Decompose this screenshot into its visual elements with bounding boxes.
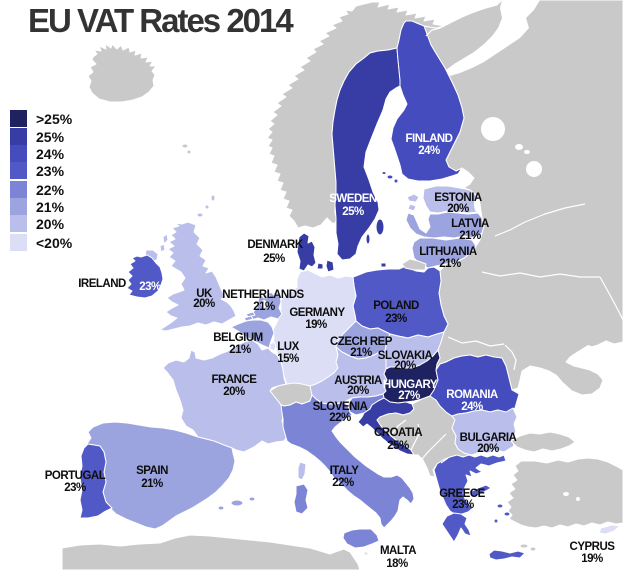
svg-text:SLOVAKIA: SLOVAKIA <box>378 350 433 362</box>
svg-text:20%: 20% <box>447 203 469 215</box>
svg-text:ESTONIA: ESTONIA <box>434 192 482 204</box>
svg-text:22%: 22% <box>36 182 65 198</box>
svg-text:SLOVENIA: SLOVENIA <box>313 401 368 413</box>
svg-text:25%: 25% <box>387 440 409 452</box>
svg-text:CROATIA: CROATIA <box>374 427 422 439</box>
svg-text:21%: 21% <box>229 344 251 356</box>
svg-text:BULGARIA: BULGARIA <box>460 432 517 444</box>
svg-text:22%: 22% <box>332 477 354 489</box>
svg-text:GERMANY: GERMANY <box>289 307 345 319</box>
svg-text:UK: UK <box>196 288 213 300</box>
svg-text:21%: 21% <box>36 199 65 215</box>
svg-text:25%: 25% <box>263 253 285 265</box>
svg-text:NETHERLANDS: NETHERLANDS <box>222 289 304 301</box>
svg-text:20%: 20% <box>193 298 215 310</box>
svg-text:LITHUANIA: LITHUANIA <box>419 246 477 258</box>
svg-text:15%: 15% <box>277 353 299 365</box>
svg-text:CYPRUS: CYPRUS <box>570 541 616 553</box>
svg-text:>25%: >25% <box>36 111 73 127</box>
svg-text:FRANCE: FRANCE <box>212 374 258 386</box>
svg-text:21%: 21% <box>459 230 481 242</box>
svg-text:23%: 23% <box>385 313 407 325</box>
svg-text:POLAND: POLAND <box>373 300 419 312</box>
svg-text:SWEDEN: SWEDEN <box>329 193 377 205</box>
svg-text:CZECH REP: CZECH REP <box>330 336 393 348</box>
svg-text:25%: 25% <box>342 206 364 218</box>
svg-text:27%: 27% <box>398 390 420 402</box>
svg-text:ITALY: ITALY <box>330 465 360 477</box>
svg-text:MALTA: MALTA <box>380 545 416 557</box>
svg-text:BELGIUM: BELGIUM <box>213 332 263 344</box>
svg-text:18%: 18% <box>386 558 408 570</box>
svg-text:21%: 21% <box>439 258 461 270</box>
svg-text:23%: 23% <box>64 482 86 494</box>
svg-text:20%: 20% <box>347 385 369 397</box>
svg-text:20%: 20% <box>223 386 245 398</box>
svg-text:21%: 21% <box>253 301 275 313</box>
svg-text:AUSTRIA: AUSTRIA <box>334 375 382 387</box>
svg-text:LUX: LUX <box>277 341 299 353</box>
svg-text:SPAIN: SPAIN <box>136 465 168 477</box>
svg-text:IRELAND: IRELAND <box>78 278 126 290</box>
svg-text:<20%: <20% <box>36 235 73 251</box>
svg-text:HUNGARY: HUNGARY <box>383 379 438 391</box>
svg-text:DENMARK: DENMARK <box>247 239 303 251</box>
svg-text:24%: 24% <box>461 401 483 413</box>
svg-text:19%: 19% <box>305 319 327 331</box>
svg-text:22%: 22% <box>329 412 351 424</box>
svg-text:EU VAT Rates 2014: EU VAT Rates 2014 <box>28 2 294 39</box>
svg-text:19%: 19% <box>581 553 603 565</box>
svg-text:24%: 24% <box>36 146 65 162</box>
svg-text:20%: 20% <box>36 216 65 232</box>
svg-text:23%: 23% <box>139 281 161 293</box>
svg-text:21%: 21% <box>350 347 372 359</box>
svg-text:24%: 24% <box>418 145 440 157</box>
svg-text:23%: 23% <box>452 499 474 511</box>
svg-text:21%: 21% <box>141 478 163 490</box>
svg-text:20%: 20% <box>477 443 499 455</box>
svg-text:LATVIA: LATVIA <box>451 218 489 230</box>
svg-text:ROMANIA: ROMANIA <box>446 389 498 401</box>
svg-text:PORTUGAL: PORTUGAL <box>45 470 106 482</box>
svg-text:GREECE: GREECE <box>439 488 485 500</box>
svg-text:FINLAND: FINLAND <box>406 133 453 145</box>
svg-text:20%: 20% <box>394 360 416 372</box>
svg-text:23%: 23% <box>36 163 65 179</box>
svg-text:25%: 25% <box>36 129 65 145</box>
